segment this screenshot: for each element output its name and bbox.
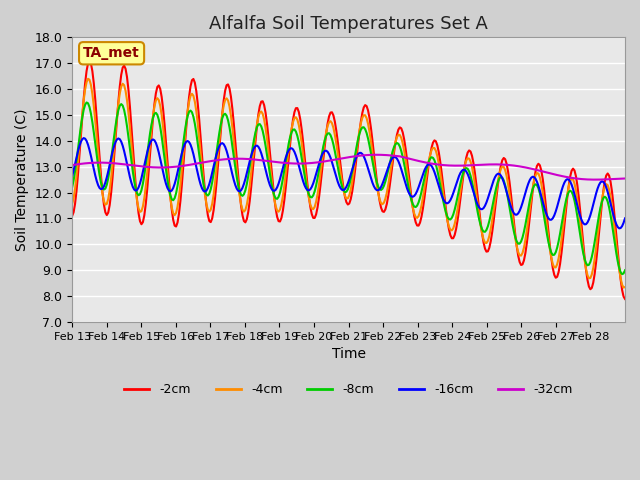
Legend: -2cm, -4cm, -8cm, -16cm, -32cm: -2cm, -4cm, -8cm, -16cm, -32cm — [120, 378, 578, 401]
Y-axis label: Soil Temperature (C): Soil Temperature (C) — [15, 108, 29, 251]
Text: TA_met: TA_met — [83, 46, 140, 60]
Title: Alfalfa Soil Temperatures Set A: Alfalfa Soil Temperatures Set A — [209, 15, 488, 33]
X-axis label: Time: Time — [332, 347, 365, 361]
